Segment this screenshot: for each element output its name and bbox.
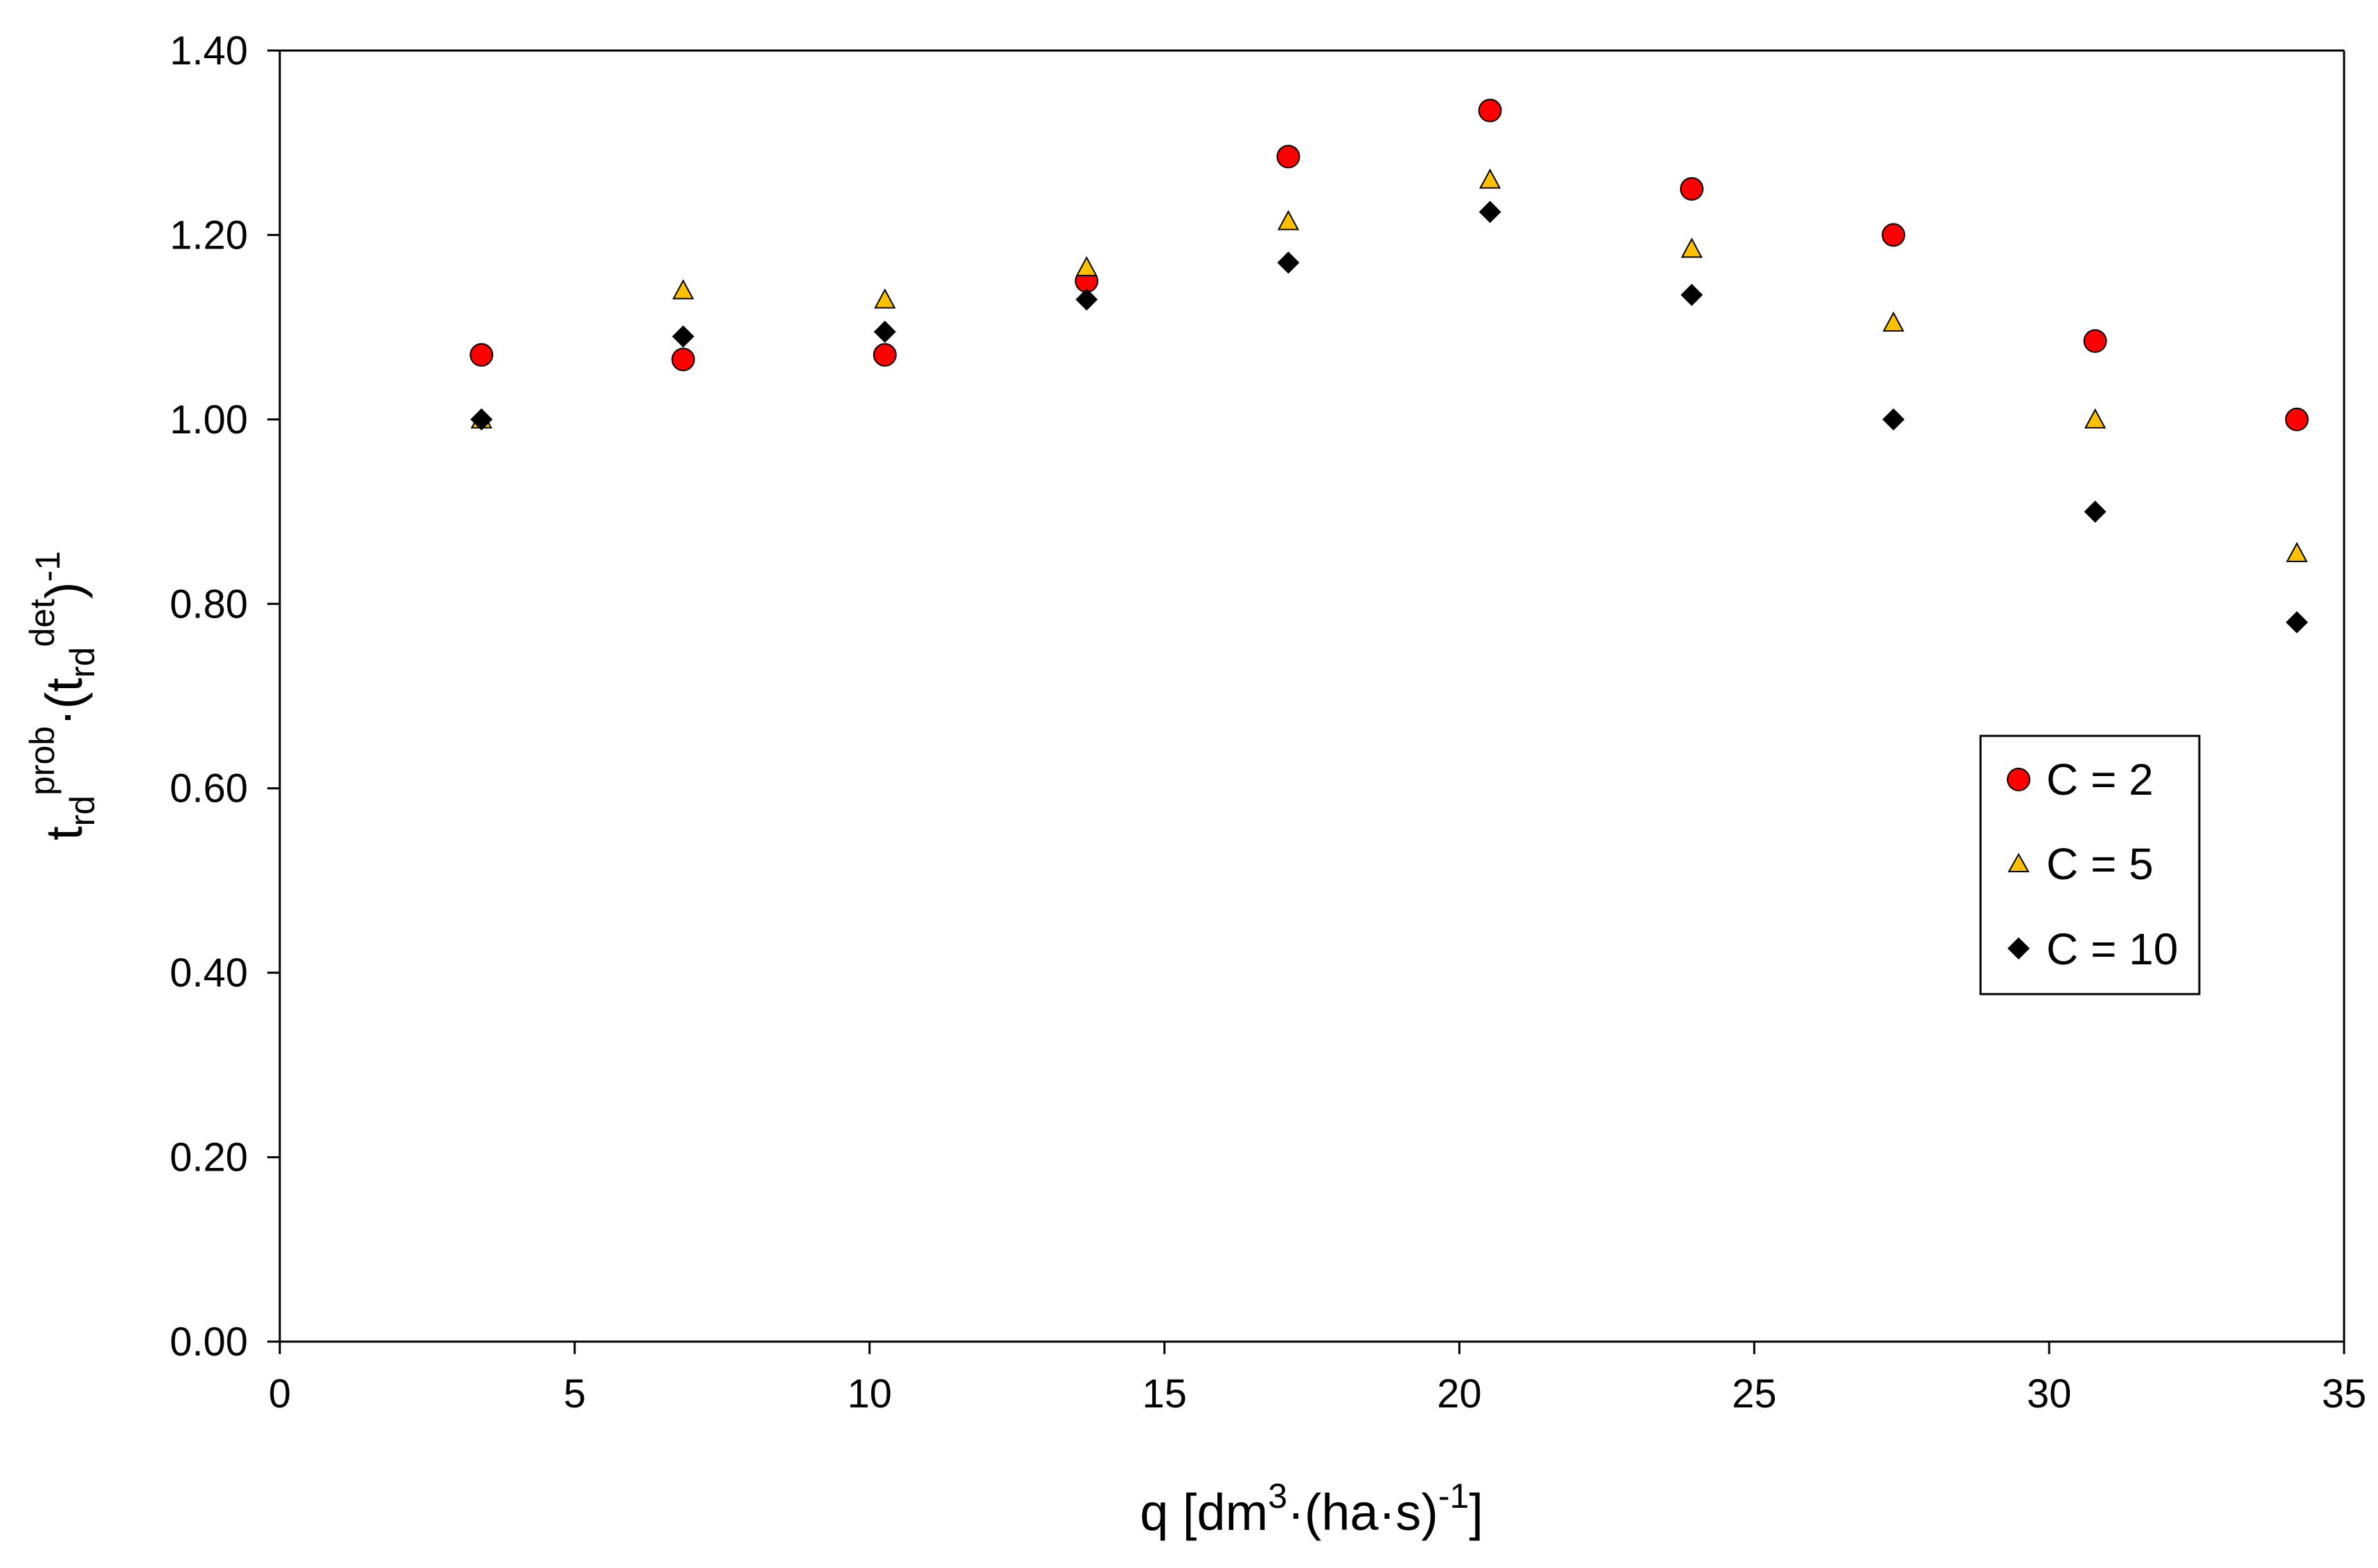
- data-point-series-2: [1681, 237, 1703, 258]
- x-tick-label: 20: [1437, 1371, 1482, 1416]
- x-axis-title: q [dm3·(ha·s)-1]: [1140, 1477, 1483, 1541]
- data-point-series-2: [1277, 210, 1300, 231]
- data-point-series-1: [671, 348, 695, 372]
- x-tick-label: 5: [564, 1371, 586, 1416]
- data-point-series-2: [2286, 541, 2308, 563]
- data-point-series-2: [874, 288, 896, 309]
- data-point-series-3: [470, 408, 493, 431]
- data-point-series-2: [672, 279, 695, 300]
- data-point-series-1: [470, 343, 494, 367]
- x-tick-label: 35: [2322, 1371, 2367, 1416]
- y-tick-label: 0.00: [170, 1319, 248, 1364]
- y-tick-label: 0.20: [170, 1135, 248, 1180]
- data-point-series-1: [1881, 223, 1906, 247]
- y-tick-label: 1.00: [170, 397, 248, 442]
- data-point-series-3: [1882, 408, 1905, 431]
- data-point-series-2: [2084, 408, 2107, 429]
- data-point-series-3: [2285, 611, 2308, 633]
- legend-label-c10: C = 10: [2046, 924, 2178, 974]
- x-axis-ticks: 0 5 10 15 20 25 30 35: [269, 1342, 2366, 1416]
- data-point-series-3: [2084, 501, 2107, 523]
- y-axis-title: trdprob·(trddet)-1: [23, 551, 102, 840]
- y-tick-label: 1.20: [170, 213, 248, 258]
- data-point-series-1: [2285, 407, 2309, 431]
- y-tick-label: 0.60: [170, 766, 248, 811]
- data-point-series-1: [1680, 177, 1704, 201]
- data-points: [470, 98, 2309, 633]
- data-point-series-1: [1478, 98, 1502, 123]
- x-tick-label: 15: [1142, 1371, 1187, 1416]
- legend-label-c2: C = 2: [2046, 755, 2154, 804]
- y-axis-ticks: 0.00 0.20 0.40 0.60 0.80 1.00 1.20 1.40: [170, 28, 280, 1364]
- data-point-series-2: [1479, 168, 1501, 189]
- x-tick-label: 30: [2027, 1371, 2072, 1416]
- x-tick-label: 25: [1732, 1371, 1777, 1416]
- data-point-series-3: [1075, 288, 1098, 311]
- y-tick-label: 1.40: [170, 28, 248, 73]
- legend: C = 2 C = 5 C = 10: [1979, 735, 2201, 995]
- plot-area: [280, 51, 2344, 1342]
- x-tick-label: 0: [269, 1371, 291, 1416]
- y-tick-label: 0.40: [170, 950, 248, 995]
- data-point-series-1: [1276, 145, 1300, 169]
- data-point-series-3: [1478, 201, 1501, 224]
- axes: [278, 49, 2345, 1343]
- data-point-series-1: [873, 343, 897, 367]
- x-tick-label: 10: [847, 1371, 892, 1416]
- legend-marker-c10: [2008, 937, 2030, 959]
- data-point-series-2: [1075, 255, 1098, 277]
- y-tick-label: 0.80: [170, 582, 248, 627]
- data-point-series-3: [1681, 284, 1704, 307]
- legend-label-c5: C = 5: [2046, 839, 2154, 889]
- data-point-series-2: [1882, 311, 1904, 332]
- legend-marker-c2: [2007, 768, 2030, 791]
- data-point-series-3: [1277, 251, 1300, 274]
- data-point-series-3: [873, 321, 896, 343]
- data-point-series-1: [2083, 329, 2107, 353]
- data-point-series-3: [672, 325, 695, 348]
- legend-marker-c5: [2008, 852, 2030, 872]
